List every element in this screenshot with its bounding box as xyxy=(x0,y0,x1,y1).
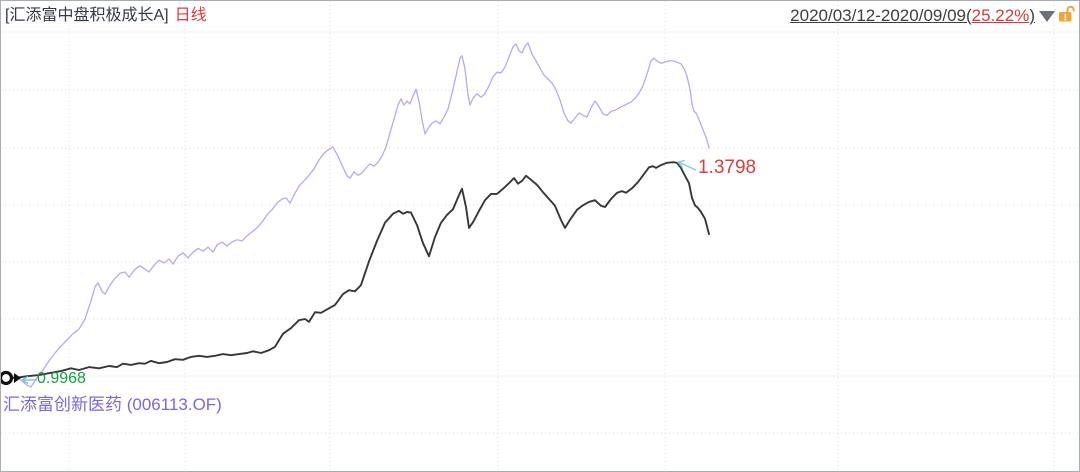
header-right: 2020/03/12-2020/09/09(25.22%) xyxy=(790,5,1035,27)
comparison-fund-label: 汇添富创新医药 (006113.OF) xyxy=(3,395,222,414)
start-value-label: 0.9968 xyxy=(37,370,86,387)
unlock-icon[interactable] xyxy=(1058,5,1076,23)
header-left: [汇添富中盘积极成长A] 日线 xyxy=(5,5,207,27)
period-selector[interactable]: 日线 xyxy=(174,7,207,24)
date-range-link[interactable]: 2020/03/12-2020/09/09 xyxy=(790,6,966,25)
chevron-down-icon[interactable] xyxy=(1039,11,1055,22)
close-paren: ) xyxy=(1029,6,1035,25)
start-handle-circle xyxy=(1,370,14,386)
range-start-marker[interactable] xyxy=(1,370,21,386)
range-return-link[interactable]: 25.22% xyxy=(971,6,1030,25)
fund-title: [汇添富中盘积极成长A] xyxy=(5,7,169,24)
peak-value-arrow-icon xyxy=(677,159,697,171)
start-value-arrow-icon xyxy=(21,375,37,385)
peak-value-label: 1.3798 xyxy=(698,157,757,178)
open-paren: ( xyxy=(965,6,972,25)
chart-series xyxy=(2,42,710,388)
start-right-triangle-icon xyxy=(14,373,21,383)
